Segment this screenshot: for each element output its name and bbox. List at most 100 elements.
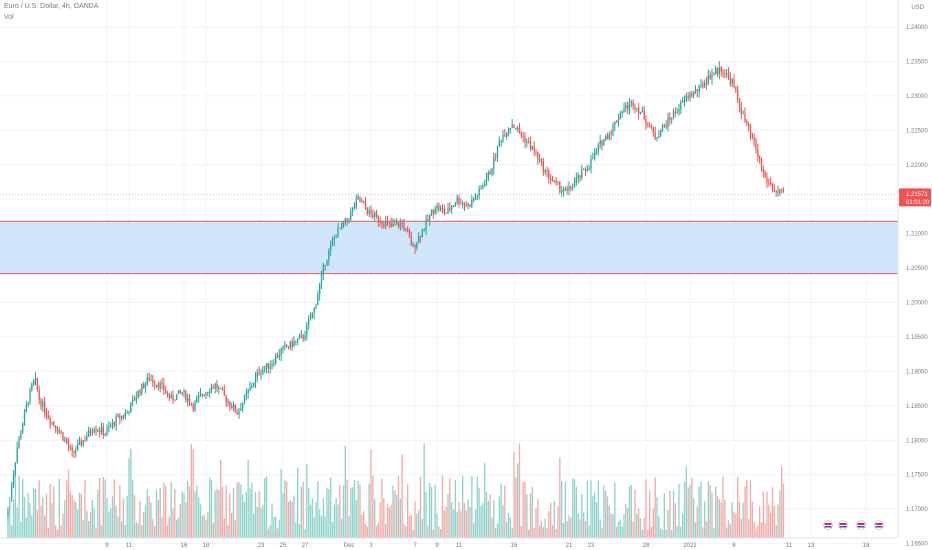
candle	[150, 379, 152, 381]
candle	[295, 340, 297, 342]
candle	[542, 161, 544, 173]
candle	[726, 73, 728, 75]
volume-bar	[45, 493, 48, 538]
candle	[676, 112, 678, 114]
candle	[606, 135, 609, 139]
candle	[529, 141, 532, 150]
candle	[755, 140, 757, 150]
volume-bar	[22, 479, 24, 538]
price-label-bg	[899, 188, 931, 207]
candle	[287, 347, 290, 349]
candle	[749, 126, 752, 135]
candle	[698, 85, 700, 92]
candle	[170, 395, 172, 398]
volume-bar	[506, 522, 508, 538]
volume-bar	[630, 484, 632, 538]
volume-bar	[214, 490, 216, 538]
candle	[14, 462, 16, 475]
volume-bar	[636, 513, 638, 538]
candle	[696, 89, 698, 92]
volume-bar	[176, 519, 178, 538]
candle	[100, 427, 103, 433]
volume-bar	[177, 517, 180, 538]
volume-bar	[722, 476, 724, 538]
volume-bar	[617, 521, 620, 538]
candle	[621, 111, 623, 114]
candle	[667, 117, 669, 128]
volume-bar	[691, 477, 693, 538]
candle	[425, 219, 427, 230]
candle	[139, 390, 141, 394]
candle	[533, 146, 535, 152]
x-tick-label: 21	[566, 543, 573, 549]
volume-bar	[436, 513, 438, 538]
candle	[84, 440, 86, 442]
candle	[694, 89, 697, 92]
candle	[361, 201, 363, 203]
candle	[368, 210, 370, 214]
volume-bar	[383, 498, 385, 538]
candle	[771, 185, 774, 190]
x-tick-label: 2021	[683, 543, 697, 549]
volume-bar	[718, 499, 720, 538]
candle	[133, 399, 136, 401]
volume-bar	[328, 488, 330, 538]
volume-bar	[399, 498, 401, 538]
volume-bar	[526, 494, 528, 538]
candle	[42, 401, 44, 407]
candle	[716, 68, 719, 74]
candle	[522, 135, 524, 137]
volume-bar	[86, 511, 88, 538]
candle	[524, 136, 526, 143]
candle	[520, 132, 522, 136]
candle	[119, 415, 121, 419]
volume-bar	[775, 525, 777, 538]
volume-bar	[458, 502, 460, 538]
candle	[610, 133, 612, 135]
candle	[352, 207, 354, 212]
volume-bar	[445, 506, 447, 538]
volume-bar	[55, 525, 57, 538]
volume-bar	[601, 527, 603, 538]
volume-bar	[210, 479, 213, 538]
volume-bar	[331, 521, 334, 538]
volume-bar	[218, 490, 220, 538]
candle	[586, 169, 588, 171]
candle	[548, 171, 550, 179]
candle	[196, 398, 198, 402]
volume-bar	[47, 527, 49, 538]
candle	[456, 197, 458, 204]
candle	[199, 394, 202, 397]
candle	[377, 215, 379, 222]
volume-bar	[614, 482, 616, 538]
candle	[573, 182, 576, 188]
volume-bar	[121, 521, 123, 538]
candle	[86, 436, 88, 441]
y-tick-label: 1.20000	[906, 301, 928, 307]
candle	[762, 168, 764, 173]
candle	[440, 207, 442, 211]
candle	[111, 422, 114, 427]
candle	[705, 82, 708, 84]
volume-bar	[302, 481, 304, 538]
volume-bar	[407, 484, 409, 538]
volume-bar	[155, 490, 158, 538]
candle	[553, 180, 555, 182]
candle	[55, 425, 57, 430]
volume-bar	[287, 501, 290, 538]
candle	[161, 382, 163, 384]
candle	[276, 356, 279, 358]
volume-bar	[187, 480, 189, 538]
volume-bar	[753, 521, 755, 538]
volume-bar	[385, 524, 387, 538]
y-tick-label: 1.22500	[906, 128, 928, 134]
y-tick-label: 1.22000	[906, 163, 928, 169]
volume-bar	[229, 493, 231, 538]
volume-bar	[449, 478, 451, 538]
volume-bar	[40, 505, 42, 538]
candle	[146, 377, 148, 384]
candle	[735, 87, 737, 91]
candle	[399, 222, 401, 227]
